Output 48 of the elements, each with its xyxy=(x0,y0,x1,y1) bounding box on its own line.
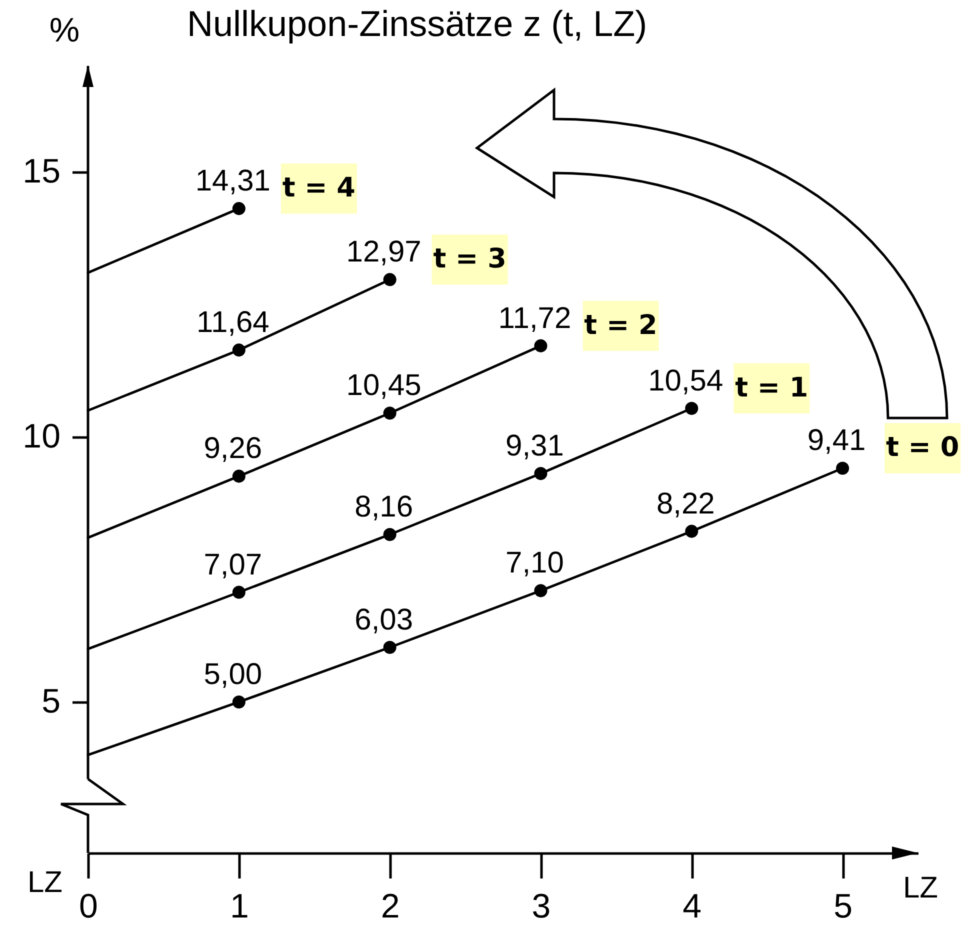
x-tick-label: 5 xyxy=(834,888,853,926)
series-label: t = 4 xyxy=(282,172,356,204)
series-label: t = 1 xyxy=(735,372,808,404)
point xyxy=(383,528,396,541)
point xyxy=(383,273,396,286)
point xyxy=(685,524,698,538)
point xyxy=(383,406,396,420)
data-label: 5,00 xyxy=(204,658,262,691)
data-label: 9,31 xyxy=(506,430,564,463)
data-label: 7,10 xyxy=(506,546,564,580)
point xyxy=(383,640,396,654)
data-label: 10,45 xyxy=(346,369,422,402)
x-tick-label: 3 xyxy=(532,888,551,926)
text: LZ xyxy=(27,866,63,899)
point xyxy=(685,402,698,415)
data-label: 8,22 xyxy=(656,487,715,520)
series-label: t = 3 xyxy=(433,244,506,275)
point xyxy=(836,462,850,475)
series-label: t = 2 xyxy=(584,310,658,341)
point xyxy=(232,695,246,708)
data-label: 8,16 xyxy=(354,490,414,524)
series-label: t = 0 xyxy=(886,432,960,464)
point xyxy=(232,586,246,599)
y-axis-title: % xyxy=(49,12,80,50)
y-tick-label: 15 xyxy=(22,152,60,190)
x-axis-title: LZ xyxy=(902,872,938,904)
data-label: 6,03 xyxy=(354,603,414,636)
data-label: 10,54 xyxy=(648,364,724,398)
data-label: 11,64 xyxy=(196,306,270,340)
chart-title: Nullkupon-Zinssätze z (t, LZ) xyxy=(187,3,648,44)
point xyxy=(232,470,246,483)
data-label: 9,41 xyxy=(807,424,866,458)
y-tick-label: 5 xyxy=(42,682,60,720)
point xyxy=(534,339,548,352)
x-tick-label: 2 xyxy=(380,888,400,926)
data-label: 11,72 xyxy=(498,302,572,335)
data-label: 14,31 xyxy=(195,164,270,198)
point xyxy=(534,467,548,480)
x-tick-label: 0 xyxy=(79,888,98,926)
point xyxy=(232,344,246,357)
point xyxy=(534,584,548,598)
y-tick-label: 10 xyxy=(22,417,60,456)
point xyxy=(232,202,246,216)
data-label: 9,26 xyxy=(204,432,262,466)
x-tick-label: 1 xyxy=(230,888,249,926)
x-tick-label: 4 xyxy=(682,888,702,926)
data-label: 7,07 xyxy=(204,548,262,582)
data-label: 12,97 xyxy=(346,236,422,269)
